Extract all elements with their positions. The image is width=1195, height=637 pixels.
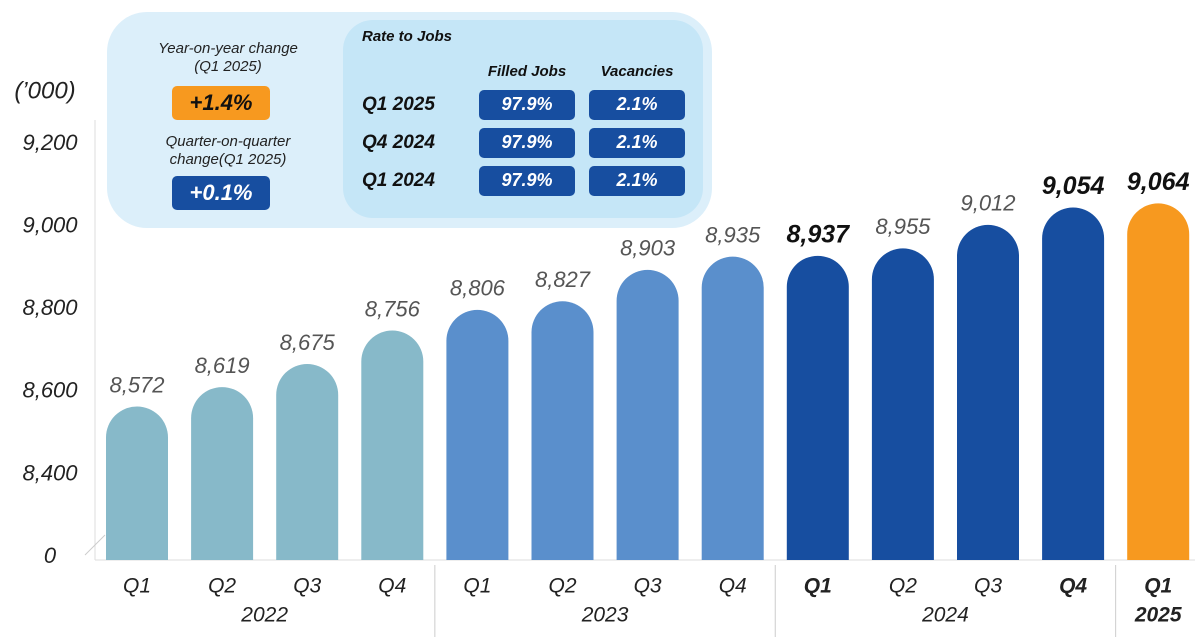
column-header: Vacancies (601, 63, 674, 80)
y-tick-label: 8,600 (22, 378, 78, 403)
qoq-value: +0.1% (190, 180, 253, 205)
rate-value: 97.9% (501, 94, 552, 114)
value-label: 9,054 (1042, 172, 1105, 200)
x-tick-label: Q1 (123, 575, 151, 598)
value-label: 8,806 (450, 276, 506, 301)
column-header: Filled Jobs (488, 63, 566, 80)
bar (1042, 207, 1105, 561)
x-tick-label: Q1 (463, 575, 491, 598)
bar (701, 256, 764, 560)
value-label: 8,827 (535, 267, 591, 292)
x-tick-label: Q4 (378, 575, 406, 598)
rate-pill (589, 90, 685, 120)
y-tick-label: 9,200 (22, 130, 78, 155)
rate-value: 97.9% (501, 170, 552, 190)
qoq-sub: change(Q1 2025) (170, 151, 287, 168)
group-label: 2025 (1134, 604, 1182, 627)
rate-value: 97.9% (501, 132, 552, 152)
row-label: Q1 2025 (362, 94, 435, 115)
rate-pill (479, 128, 575, 158)
rate-pill (589, 166, 685, 196)
x-tick-label: Q3 (293, 575, 321, 598)
row-label: Q4 2024 (362, 132, 435, 153)
y-unit: (’000) (14, 77, 75, 104)
x-tick-label: Q2 (889, 575, 917, 598)
bar (531, 301, 594, 560)
row-label: Q1 2024 (362, 170, 435, 191)
x-tick-label: Q2 (548, 575, 576, 598)
value-label: 9,064 (1127, 168, 1190, 196)
axis-break (84, 534, 106, 556)
x-tick-label: Q3 (634, 575, 662, 598)
qoq-title: Quarter-on-quarter (166, 133, 292, 150)
yoy-title: Year-on-year change (158, 40, 298, 57)
yoy-value: +1.4% (190, 90, 253, 115)
yoy-pill (172, 86, 270, 120)
x-tick-label: Q2 (208, 575, 236, 598)
rate-value: 2.1% (615, 170, 657, 190)
bar (191, 387, 254, 560)
bar (871, 248, 934, 560)
group-label: 2022 (240, 604, 288, 627)
group-label: 2024 (921, 604, 969, 627)
value-label: 8,756 (365, 296, 421, 321)
value-label: 8,955 (875, 214, 931, 239)
x-tick-label: Q4 (719, 575, 747, 598)
value-label: 9,012 (960, 191, 1015, 216)
table-title: Rate to Jobs (362, 28, 452, 45)
bar (1127, 203, 1190, 561)
value-label: 8,572 (109, 372, 164, 397)
bar (106, 406, 168, 560)
x-tick-label: Q1 (804, 575, 832, 598)
x-tick-label: Q1 (1144, 575, 1172, 598)
y-tick-label: 8,800 (22, 295, 78, 320)
rate-value: 2.1% (615, 94, 657, 114)
bar (276, 363, 339, 560)
rate-pill (589, 128, 685, 158)
value-label: 8,903 (620, 236, 676, 261)
y-tick-label: 8,400 (22, 460, 78, 485)
x-tick-label: Q3 (974, 575, 1002, 598)
x-tick-label: Q4 (1059, 575, 1087, 598)
y-tick-label: 0 (44, 543, 57, 568)
bar (616, 269, 679, 560)
bar (361, 330, 424, 560)
group-label: 2023 (581, 604, 629, 627)
rate-pill (479, 166, 575, 196)
rate-value: 2.1% (615, 132, 657, 152)
bar (446, 309, 509, 560)
bar (957, 224, 1019, 560)
bar (786, 255, 849, 560)
value-label: 8,619 (195, 353, 250, 378)
yoy-sub: (Q1 2025) (194, 58, 262, 75)
value-label: 8,675 (280, 330, 336, 355)
y-tick-label: 9,000 (22, 213, 78, 238)
value-label: 8,935 (705, 222, 761, 247)
rate-pill (479, 90, 575, 120)
qoq-pill (172, 176, 270, 210)
value-label: 8,937 (787, 220, 851, 248)
